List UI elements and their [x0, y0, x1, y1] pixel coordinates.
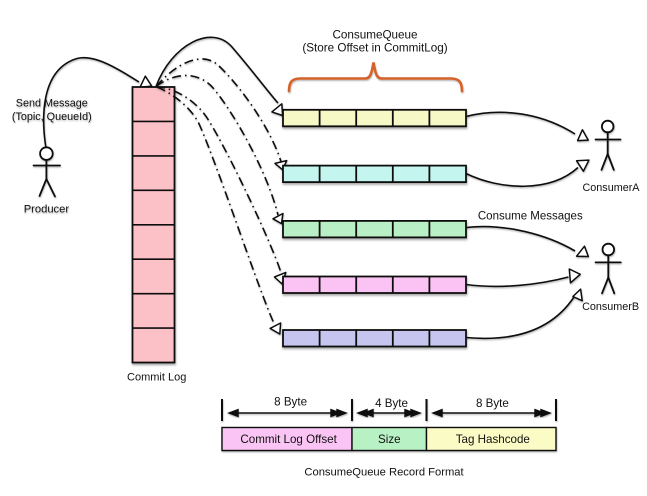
svg-text:ConsumerA: ConsumerA: [582, 182, 640, 194]
svg-text:(Store Offset in CommitLog): (Store Offset in CommitLog): [302, 42, 447, 55]
svg-text:Commit Log: Commit Log: [127, 372, 186, 384]
svg-text:8 Byte: 8 Byte: [476, 397, 509, 410]
svg-text:Send Message: Send Message: [16, 97, 88, 109]
svg-text:Commit Log Offset: Commit Log Offset: [240, 433, 337, 446]
svg-text:Tag Hashcode: Tag Hashcode: [456, 433, 530, 446]
svg-text:Consume Messages: Consume Messages: [478, 210, 583, 222]
svg-text:ConsumeQueue Record Format: ConsumeQueue Record Format: [304, 467, 464, 479]
svg-text:Producer: Producer: [24, 204, 70, 216]
svg-text:(Topic, QueueId): (Topic, QueueId): [12, 111, 92, 123]
svg-text:ConsumerB: ConsumerB: [582, 301, 639, 313]
svg-text:Size: Size: [378, 433, 401, 446]
svg-text:4 Byte: 4 Byte: [375, 397, 408, 410]
svg-text:ConsumeQueue: ConsumeQueue: [332, 29, 417, 42]
svg-text:8 Byte: 8 Byte: [274, 396, 307, 409]
